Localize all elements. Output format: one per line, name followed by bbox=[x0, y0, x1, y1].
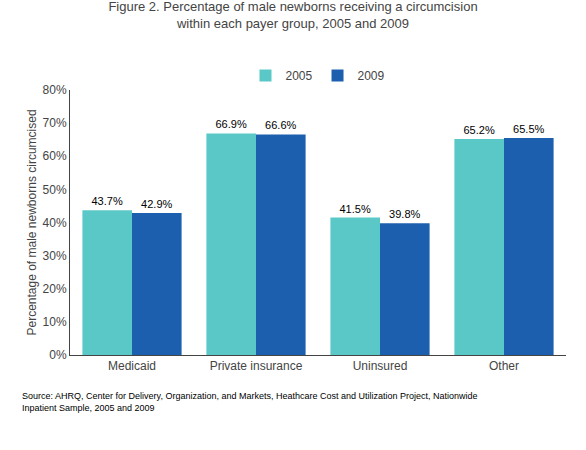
svg-text:Private insurance: Private insurance bbox=[210, 359, 303, 373]
svg-text:40%: 40% bbox=[43, 216, 67, 230]
svg-text:41.5%: 41.5% bbox=[339, 203, 370, 215]
svg-text:65.5%: 65.5% bbox=[513, 123, 544, 135]
svg-text:2005: 2005 bbox=[286, 69, 313, 83]
svg-text:Source: AHRQ, Center for Deliv: Source: AHRQ, Center for Delivery, Organ… bbox=[22, 391, 478, 413]
svg-text:60%: 60% bbox=[43, 149, 67, 163]
svg-text:2009: 2009 bbox=[358, 69, 385, 83]
svg-text:66.9%: 66.9% bbox=[215, 118, 246, 130]
svg-text:65.2%: 65.2% bbox=[463, 124, 494, 136]
svg-text:42.9%: 42.9% bbox=[141, 198, 172, 210]
svg-text:Uninsured: Uninsured bbox=[353, 359, 408, 373]
svg-text:Figure 2. Percentage of male n: Figure 2. Percentage of male newborns re… bbox=[108, 0, 477, 31]
svg-text:70%: 70% bbox=[43, 116, 67, 130]
svg-text:Other: Other bbox=[489, 359, 519, 373]
svg-text:20%: 20% bbox=[43, 282, 67, 296]
svg-text:Percentage of male newborns ci: Percentage of male newborns circumcised bbox=[25, 109, 39, 335]
svg-text:10%: 10% bbox=[43, 315, 67, 329]
svg-text:43.7%: 43.7% bbox=[91, 195, 122, 207]
svg-text:Medicaid: Medicaid bbox=[108, 359, 156, 373]
svg-text:50%: 50% bbox=[43, 183, 67, 197]
svg-text:39.8%: 39.8% bbox=[389, 208, 420, 220]
svg-text:30%: 30% bbox=[43, 249, 67, 263]
svg-text:80%: 80% bbox=[43, 83, 67, 97]
svg-text:66.6%: 66.6% bbox=[265, 119, 296, 131]
svg-text:0%: 0% bbox=[49, 348, 67, 362]
